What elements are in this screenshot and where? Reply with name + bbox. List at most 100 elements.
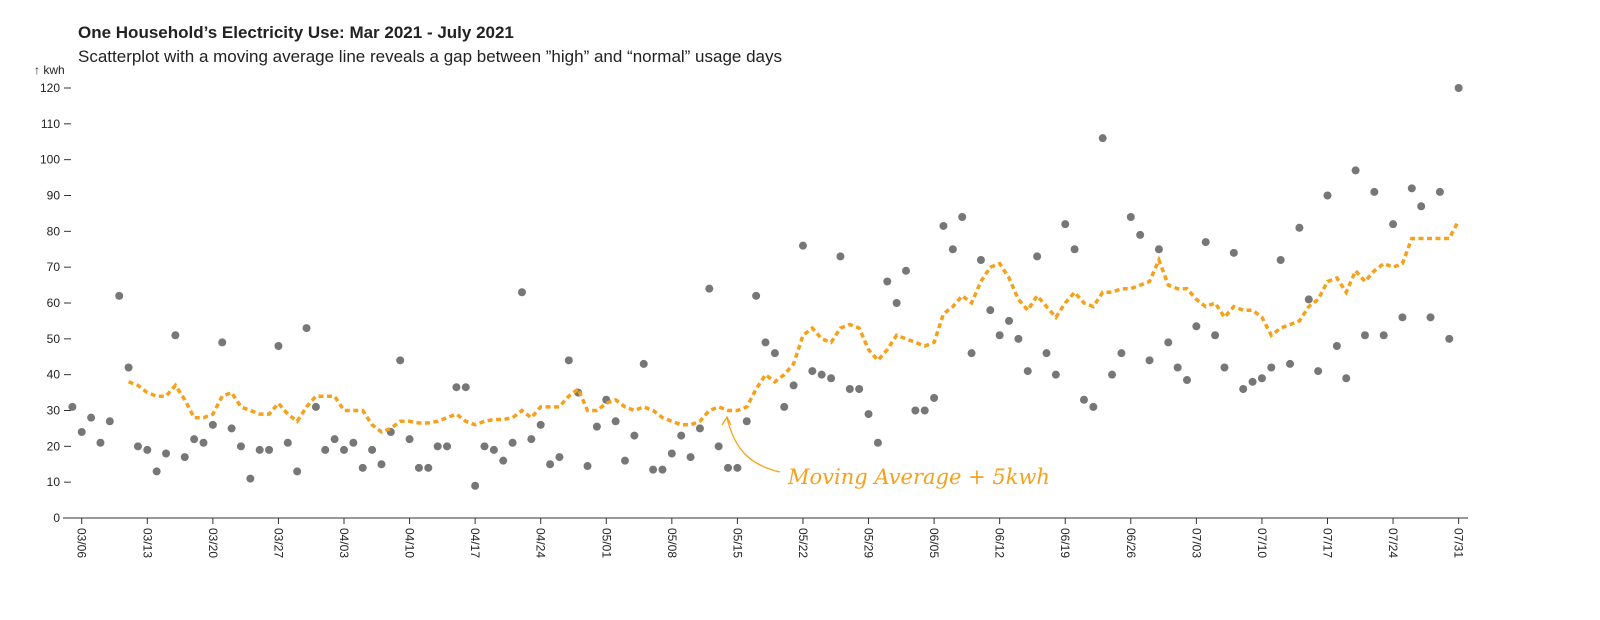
data-point (480, 442, 489, 451)
x-tick-label: 07/17 (1321, 528, 1335, 558)
data-point (555, 453, 564, 462)
chart-title: One Household’s Electricity Use: Mar 202… (78, 23, 514, 42)
chart-subtitle: Scatterplot with a moving average line r… (78, 47, 782, 66)
data-point (1407, 184, 1416, 193)
data-point (1211, 331, 1220, 340)
data-point (508, 438, 517, 447)
data-point (798, 241, 807, 250)
data-point (208, 420, 217, 429)
data-point (1360, 331, 1369, 340)
y-tick-label: 100 (40, 153, 60, 167)
y-tick-label: 60 (47, 296, 61, 310)
data-point (1126, 213, 1135, 221)
data-point (639, 359, 648, 368)
data-point (667, 449, 676, 458)
data-point (836, 252, 845, 261)
moving-average-line (127, 219, 1461, 434)
data-point (817, 370, 826, 379)
data-point (1173, 363, 1182, 372)
data-point (321, 445, 330, 454)
data-point (1117, 349, 1126, 358)
data-point (283, 438, 292, 447)
x-tick-label: 04/17 (468, 528, 482, 558)
data-point (1220, 363, 1229, 372)
data-point (1286, 359, 1295, 368)
x-tick-label: 07/31 (1452, 528, 1466, 558)
data-point (1108, 370, 1117, 379)
y-tick-label: 10 (47, 475, 61, 489)
data-point (995, 331, 1004, 340)
data-point (1342, 374, 1351, 383)
data-point (1051, 370, 1060, 379)
x-tick-label: 04/03 (337, 528, 351, 558)
data-point (105, 417, 114, 426)
x-tick-label: 03/27 (271, 528, 285, 558)
data-point (1023, 367, 1032, 376)
x-tick-label: 06/12 (993, 528, 1007, 558)
data-point (1239, 385, 1248, 393)
data-point (855, 385, 864, 393)
data-point (564, 356, 573, 365)
data-point (414, 463, 423, 472)
data-point (246, 474, 255, 483)
x-tick-label: 07/24 (1386, 528, 1400, 558)
data-point (311, 402, 320, 411)
data-point (293, 467, 302, 476)
data-point (1398, 313, 1407, 322)
data-point (1276, 256, 1285, 264)
data-point (517, 288, 526, 297)
data-point (1267, 363, 1276, 372)
data-point (536, 420, 545, 429)
data-point (1005, 316, 1014, 325)
data-point (1089, 402, 1098, 411)
y-tick-label: 30 (47, 404, 61, 418)
data-point (452, 383, 461, 392)
data-point (1201, 238, 1210, 247)
data-point (902, 266, 910, 275)
data-point (218, 338, 227, 347)
data-point (1136, 230, 1145, 239)
data-point (1033, 252, 1042, 261)
x-tick-label: 03/06 (75, 528, 89, 558)
data-point (686, 453, 695, 462)
data-point (471, 481, 480, 490)
data-point (115, 291, 124, 300)
data-point (1014, 334, 1023, 343)
data-point (948, 245, 957, 254)
data-point (873, 438, 882, 447)
data-point (368, 445, 377, 454)
data-point (1445, 334, 1454, 343)
data-point (143, 445, 152, 454)
data-point (1389, 220, 1398, 229)
data-point (1379, 331, 1388, 340)
data-point (930, 393, 939, 402)
data-point (349, 438, 358, 447)
data-point (1042, 349, 1051, 358)
x-tick-label: 06/26 (1124, 528, 1138, 558)
x-tick-label: 06/19 (1058, 528, 1072, 558)
data-point (330, 435, 339, 444)
data-point (1164, 338, 1173, 347)
data-point (883, 277, 892, 286)
data-point (780, 402, 789, 411)
data-point (255, 445, 264, 454)
data-point (152, 467, 161, 476)
data-point (358, 463, 367, 472)
x-tick-label: 05/08 (665, 528, 679, 558)
x-tick-label: 05/01 (599, 528, 613, 558)
data-point (677, 431, 686, 440)
annotation: Moving Average + 5kwh (787, 465, 1050, 489)
annotation-arrow (726, 417, 781, 473)
data-point (1257, 374, 1266, 383)
data-point (808, 367, 817, 376)
data-point (1070, 245, 1079, 254)
data-point (499, 456, 508, 465)
data-point (1229, 248, 1238, 257)
data-point (180, 453, 189, 462)
data-point (199, 438, 208, 447)
y-tick-label: 120 (40, 81, 60, 95)
data-point (236, 442, 245, 451)
data-point (546, 460, 555, 469)
x-tick-label: 05/29 (862, 528, 876, 558)
